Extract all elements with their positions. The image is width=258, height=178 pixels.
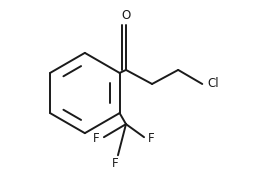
Text: F: F — [148, 132, 155, 145]
Text: O: O — [121, 9, 131, 22]
Text: F: F — [93, 132, 100, 145]
Text: Cl: Cl — [207, 77, 219, 90]
Text: F: F — [112, 157, 119, 170]
